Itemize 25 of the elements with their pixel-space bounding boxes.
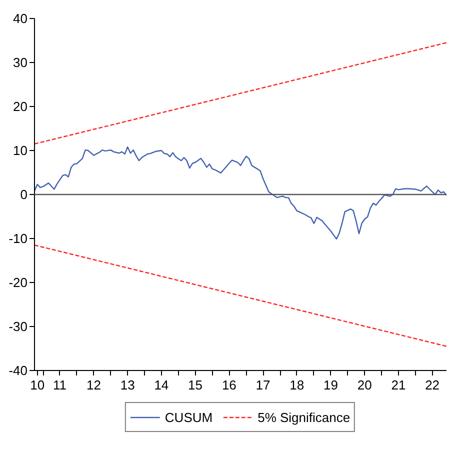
- y-tick-label: -10: [8, 231, 28, 246]
- y-tick-label: -40: [8, 363, 28, 378]
- y-tick-label: 40: [13, 11, 28, 26]
- x-tick-label: 13: [120, 378, 135, 392]
- x-tick-label: 21: [391, 378, 406, 392]
- x-tick-label: 18: [290, 378, 304, 392]
- y-tick-label: 10: [13, 143, 28, 158]
- y-tick-label: 0: [20, 187, 28, 202]
- x-tick-label: 17: [256, 378, 270, 392]
- x-tick-label: 22: [425, 378, 440, 392]
- y-tick-label: -30: [8, 319, 28, 334]
- y-tick-label: 20: [13, 99, 28, 114]
- x-tick-label: 11: [53, 378, 67, 392]
- x-tick-label: 19: [323, 378, 338, 392]
- x-tick-label: 10: [30, 378, 45, 392]
- y-tick-label: 30: [13, 55, 28, 70]
- x-tick-label: 20: [357, 378, 372, 392]
- legend-label: CUSUM: [164, 410, 213, 424]
- x-tick-label: 16: [222, 378, 236, 392]
- x-tick-label: 14: [154, 378, 169, 392]
- x-tick-label: 15: [188, 378, 202, 392]
- line-series: [34, 146, 446, 240]
- x-tick-label: 12: [86, 378, 101, 392]
- y-tick-label: -20: [8, 275, 28, 290]
- legend-label: 5% Significance: [258, 410, 350, 424]
